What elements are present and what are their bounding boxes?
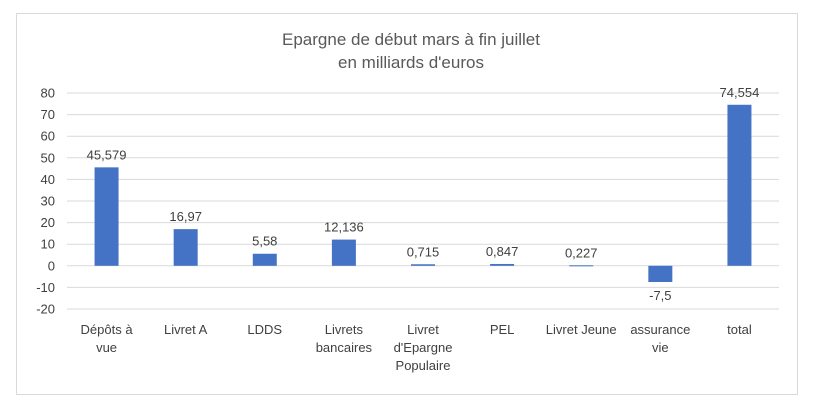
bar: [727, 104, 752, 266]
data-label: 45,579: [87, 147, 127, 162]
category-label: Dépôts à vue: [81, 322, 134, 355]
category-label: LDDS: [247, 322, 282, 337]
category-label: assurance vie: [630, 322, 690, 355]
bar: [648, 265, 673, 282]
bars: [94, 104, 752, 282]
chart-title-line: en milliards d'euros: [338, 53, 484, 72]
y-tick-label: 30: [41, 194, 55, 209]
y-tick-label: -10: [36, 280, 55, 295]
y-tick-label: -20: [36, 302, 55, 317]
bar: [331, 239, 356, 266]
chart-title-line: Epargne de début mars à fin juillet: [282, 30, 540, 49]
y-tick-label: 40: [41, 172, 55, 187]
data-label: 74,554: [720, 85, 760, 100]
bar: [411, 264, 435, 266]
data-label: -7,5: [649, 288, 671, 303]
data-label: 12,136: [324, 220, 364, 235]
category-label: Livret A: [164, 322, 208, 337]
bar-chart: Epargne de début mars à fin juillet en mi…: [36, 30, 779, 373]
bar: [252, 253, 277, 266]
y-tick-label: 20: [41, 215, 55, 230]
y-tick-label: 70: [41, 107, 55, 122]
category-label: Livret Jeune: [546, 322, 617, 337]
data-label: 0,847: [486, 244, 519, 259]
bar: [490, 263, 515, 266]
data-label: 16,97: [169, 209, 202, 224]
y-tick-label: 50: [41, 150, 55, 165]
data-label: 0,227: [565, 245, 598, 260]
category-label: total: [727, 322, 752, 337]
data-label: 5,58: [252, 234, 277, 249]
category-labels: Dépôts à vue Livret A LDDS Livrets bancaires L…: [81, 322, 752, 373]
category-label: PEL: [490, 322, 515, 337]
category-label: Livrets bancaires: [316, 322, 373, 355]
y-tick-label: 60: [41, 129, 55, 144]
data-labels: 45,579 16,97 5,58 12,136 0,715 0,847 0,227 -7,5…: [87, 85, 760, 303]
y-axis-ticks: -20 -10 0 10 20 30 40 50 60 70 80: [36, 86, 55, 317]
chart-frame: Epargne de début mars à fin juillet en mi…: [16, 13, 798, 395]
category-label: Livret d'Epargne Populaire: [394, 322, 453, 373]
y-tick-label: 10: [41, 237, 55, 252]
bar: [173, 229, 198, 266]
y-tick-label: 80: [41, 86, 55, 101]
data-label: 0,715: [407, 244, 440, 259]
bar: [94, 167, 119, 266]
chart-title: Epargne de début mars à fin juillet en mi…: [282, 30, 540, 72]
y-tick-label: 0: [48, 258, 55, 273]
bar: [569, 265, 594, 267]
